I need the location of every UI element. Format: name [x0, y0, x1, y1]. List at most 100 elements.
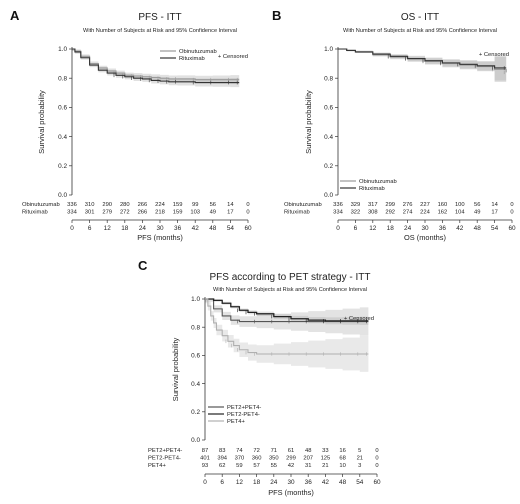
risk-count: 125	[321, 456, 331, 462]
risk-count: 74	[236, 448, 243, 454]
risk-count: 0	[510, 210, 513, 216]
x-tick-label: 24	[270, 479, 278, 486]
risk-count: 317	[368, 202, 378, 208]
y-tick-label: 0.2	[58, 163, 67, 170]
risk-count: 99	[192, 202, 198, 208]
risk-count: 299	[286, 456, 296, 462]
risk-count: 16	[339, 448, 345, 454]
risk-count: 274	[403, 210, 413, 216]
km-curve	[205, 298, 369, 322]
risk-count: 279	[102, 210, 112, 216]
y-tick-label: 0.8	[324, 75, 333, 82]
risk-count: 336	[333, 202, 343, 208]
chart-subtitle: With Number of Subjects at Risk and 95% …	[83, 28, 237, 34]
legend-label: Obinutuzumab	[179, 49, 217, 55]
x-tick-label: 0	[70, 225, 74, 232]
x-tick-label: 54	[491, 225, 499, 232]
risk-count: 350	[269, 456, 279, 462]
x-tick-label: 18	[253, 479, 261, 486]
risk-count: 87	[202, 448, 208, 454]
risk-count: 14	[227, 202, 234, 208]
risk-count: 159	[173, 210, 183, 216]
y-tick-label: 1.0	[58, 46, 67, 53]
x-tick-label: 30	[287, 479, 295, 486]
x-tick-label: 42	[322, 479, 330, 486]
x-tick-label: 60	[373, 479, 381, 486]
y-axis-label: Survival probability	[37, 90, 46, 154]
x-tick-label: 18	[121, 225, 129, 232]
x-tick-label: 0	[203, 479, 207, 486]
legend-label: Obinutuzumab	[359, 179, 397, 185]
y-tick-label: 0.6	[324, 105, 333, 112]
y-tick-label: 0.4	[324, 134, 333, 141]
risk-count: 57	[253, 463, 259, 469]
risk-count: 21	[322, 463, 328, 469]
risk-count: 103	[190, 210, 200, 216]
x-tick-label: 36	[439, 225, 447, 232]
y-tick-label: 0.8	[58, 75, 67, 82]
y-tick-label: 0.0	[58, 192, 67, 199]
km-curve	[72, 48, 240, 84]
risk-count: 59	[236, 463, 242, 469]
y-tick-label: 0.4	[58, 134, 67, 141]
risk-count: 308	[368, 210, 378, 216]
km-curve	[338, 48, 507, 69]
x-tick-label: 60	[244, 225, 252, 232]
x-tick-label: 36	[174, 225, 182, 232]
risk-count: 290	[102, 202, 112, 208]
risk-count: 42	[288, 463, 294, 469]
x-tick-label: 48	[339, 479, 347, 486]
legend-label: PET2+PET4-	[227, 405, 261, 411]
risk-count: 162	[438, 210, 448, 216]
risk-count: 0	[375, 456, 378, 462]
x-tick-label: 0	[336, 225, 340, 232]
risk-count: 5	[358, 448, 361, 454]
censored-note: + Censored	[344, 316, 374, 322]
y-tick-label: 1.0	[191, 296, 200, 303]
risk-count: 93	[202, 463, 208, 469]
risk-count: 301	[85, 210, 95, 216]
y-tick-label: 0.0	[191, 437, 200, 444]
risk-count: 292	[385, 210, 395, 216]
risk-count: 104	[455, 210, 465, 216]
risk-row-label: Rituximab	[284, 210, 310, 216]
x-tick-label: 36	[305, 479, 313, 486]
x-tick-label: 30	[156, 225, 164, 232]
risk-count: 49	[474, 210, 480, 216]
x-tick-label: 6	[220, 479, 224, 486]
risk-count: 360	[252, 456, 262, 462]
km-curve	[205, 298, 369, 355]
y-tick-label: 0.0	[324, 192, 333, 199]
chart-title: PFS - ITT	[138, 12, 181, 23]
risk-row-label: PET2+PET4-	[148, 448, 182, 454]
x-tick-label: 6	[88, 225, 92, 232]
confidence-band	[205, 299, 369, 326]
confidence-band	[205, 299, 369, 337]
y-tick-label: 0.8	[191, 324, 200, 331]
panel-letter: B	[272, 8, 281, 23]
risk-count: 14	[491, 202, 498, 208]
confidence-band	[338, 49, 507, 86]
risk-count: 207	[303, 456, 313, 462]
x-tick-label: 12	[369, 225, 377, 232]
panel-letter: C	[138, 258, 148, 273]
km-curve	[72, 48, 240, 81]
risk-count: 0	[510, 202, 513, 208]
risk-count: 159	[173, 202, 183, 208]
risk-row-label: PET2-PET4-	[148, 456, 181, 462]
risk-count: 56	[210, 202, 216, 208]
risk-count: 10	[339, 463, 345, 469]
risk-count: 224	[420, 210, 430, 216]
x-tick-label: 24	[404, 225, 412, 232]
risk-count: 266	[138, 210, 148, 216]
panel-letter: A	[10, 8, 20, 23]
x-axis-label: PFS (months)	[137, 233, 183, 242]
risk-row-label: PET4+	[148, 463, 166, 469]
x-tick-label: 6	[354, 225, 358, 232]
risk-count: 280	[120, 202, 130, 208]
risk-count: 336	[67, 202, 77, 208]
x-tick-label: 42	[456, 225, 464, 232]
risk-count: 100	[455, 202, 465, 208]
risk-count: 334	[67, 210, 77, 216]
